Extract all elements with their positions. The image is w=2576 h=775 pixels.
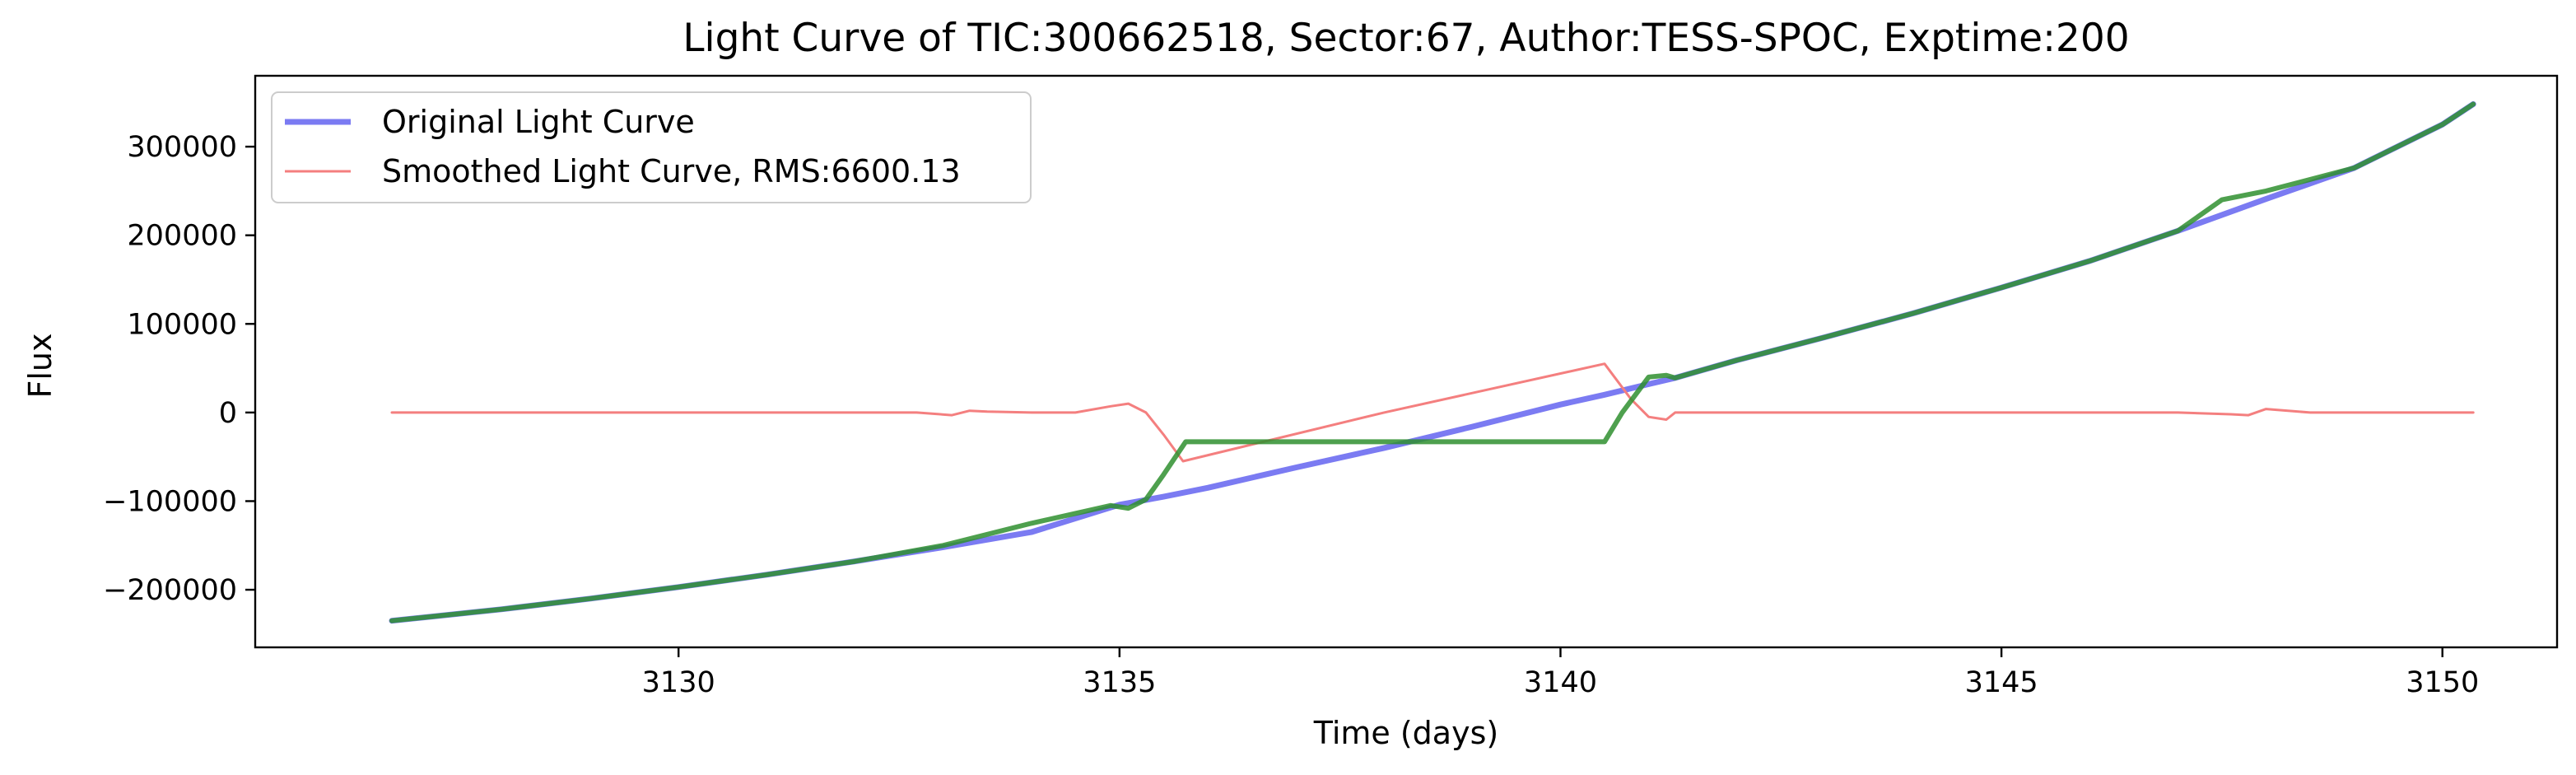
x-tick-label: 3150 bbox=[2406, 666, 2479, 699]
plot-area bbox=[389, 100, 2476, 624]
y-tick-label: 0 bbox=[219, 397, 237, 430]
x-tick-label: 3135 bbox=[1083, 666, 1156, 699]
plot-frame bbox=[254, 74, 2559, 649]
x-axis: 3130 3135 3140 3145 3150 bbox=[642, 647, 2479, 699]
legend-label: Original Light Curve bbox=[382, 104, 695, 140]
chart-title: Light Curve of TIC:300662518, Sector:67,… bbox=[682, 16, 2129, 61]
y-axis-label: Flux bbox=[22, 334, 58, 399]
x-axis-label: Time (days) bbox=[1313, 715, 1498, 751]
x-tick-label: 3130 bbox=[642, 666, 715, 699]
legend-label: Smoothed Light Curve, RMS:6600.13 bbox=[382, 153, 961, 189]
x-tick-label: 3140 bbox=[1524, 666, 1597, 699]
legend-box bbox=[271, 91, 1032, 203]
y-tick-label: 200000 bbox=[127, 220, 237, 253]
y-axis: −200000 −100000 0 100000 200000 300000 bbox=[103, 131, 255, 607]
x-tick-label: 3145 bbox=[1965, 666, 2038, 699]
legend: Original Light Curve Smoothed Light Curve… bbox=[271, 91, 1032, 203]
y-tick-label: −100000 bbox=[103, 485, 237, 518]
y-tick-label: −200000 bbox=[103, 574, 237, 607]
series-line-2 bbox=[390, 362, 2475, 463]
y-tick-label: 100000 bbox=[127, 308, 237, 341]
series-line-3 bbox=[389, 101, 2476, 623]
y-tick-label: 300000 bbox=[127, 131, 237, 164]
